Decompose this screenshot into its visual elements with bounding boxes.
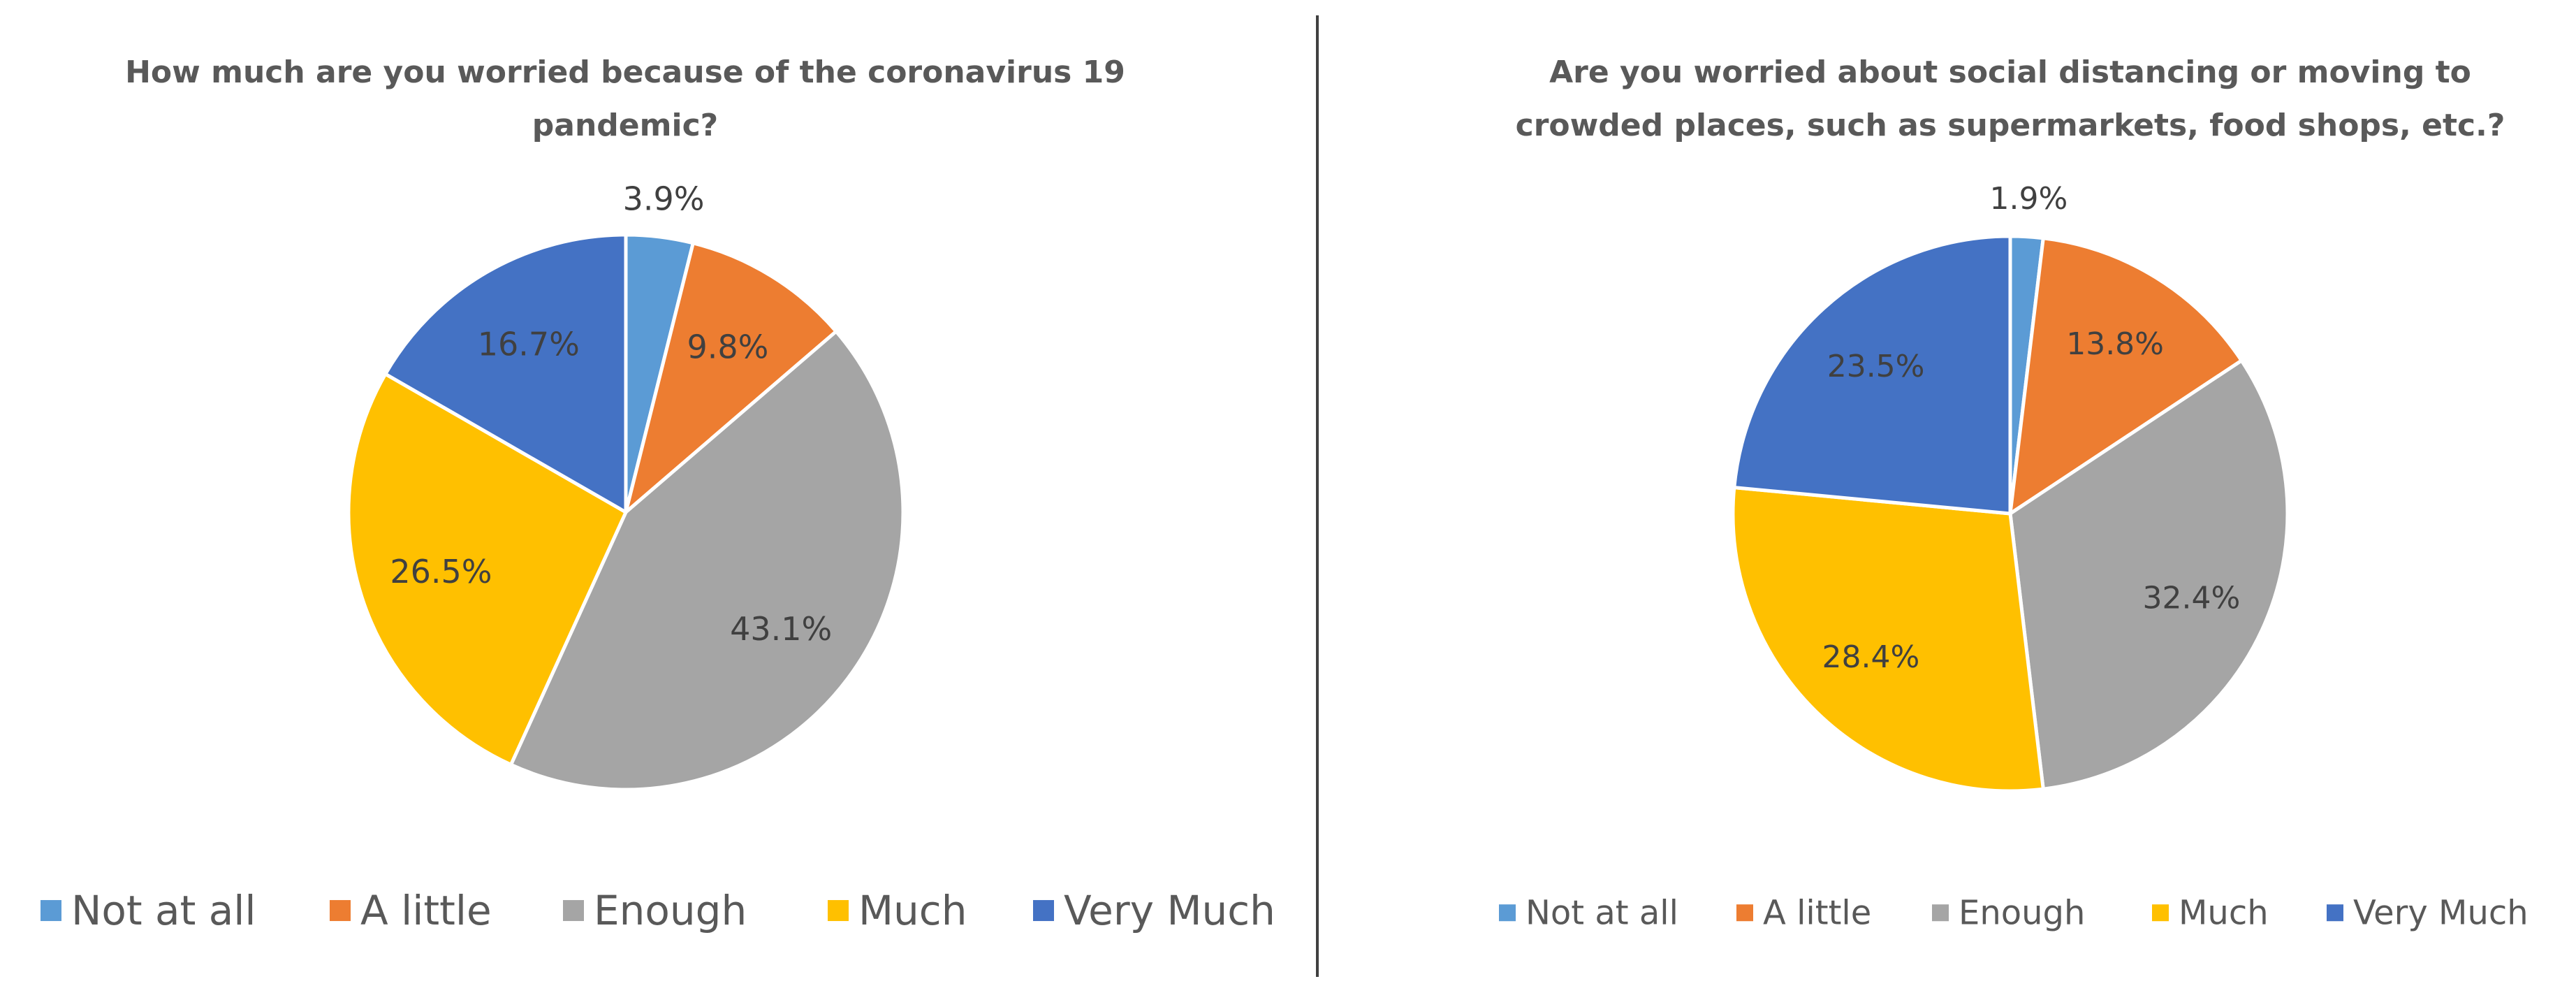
- chart-title-line-2: pandemic?: [532, 108, 718, 143]
- legend-swatch-very-much: [2327, 904, 2343, 922]
- data-label-enough: 43.1%: [730, 610, 832, 648]
- legend-entry-very-much: Very Much: [2353, 894, 2529, 933]
- pie-slice-much: [1731, 486, 2045, 793]
- legend: Not at all A little Enough Much Very Much: [1499, 894, 2529, 933]
- legend-entry-enough: Enough: [594, 887, 747, 934]
- legend-entry-a-little: A little: [1763, 894, 1871, 933]
- legend-entry-much: Much: [858, 887, 967, 934]
- legend-swatch-not-at-all: [41, 900, 61, 922]
- legend-entry-enough: Enough: [1959, 894, 2085, 933]
- pie-slice-enough: [2008, 358, 2290, 791]
- chart-title-line-1: Are you worried about social distancing …: [1549, 55, 2471, 90]
- pie-slices: [346, 233, 905, 792]
- pie-slice-much: [346, 372, 628, 767]
- pie-slice-very-much: [1732, 234, 2012, 516]
- pie-slices: [1731, 234, 2290, 793]
- legend-entry-very-much: Very Much: [1064, 887, 1275, 934]
- data-label-much: 26.5%: [390, 553, 492, 590]
- legend-swatch-much: [2152, 904, 2169, 922]
- data-label-not-at-all: 1.9%: [1990, 181, 2068, 217]
- legend-swatch-enough: [1932, 904, 1949, 922]
- legend-entry-a-little: A little: [360, 887, 492, 934]
- legend-entry-not-at-all: Not at all: [1525, 894, 1678, 933]
- legend-swatch-much: [828, 900, 849, 922]
- data-label-enough: 32.4%: [2143, 581, 2241, 616]
- legend-entry-not-at-all: Not at all: [71, 887, 256, 934]
- data-label-a-little: 13.8%: [2066, 326, 2164, 362]
- data-label-not-at-all: 3.9%: [623, 180, 705, 217]
- legend-swatch-a-little: [1736, 904, 1753, 922]
- legend-swatch-a-little: [330, 900, 351, 922]
- data-label-very-much: 16.7%: [478, 326, 580, 363]
- legend: Not at all A little Enough Much Very Much: [41, 887, 1275, 934]
- pie-data-labels: 3.9% 9.8% 43.1% 26.5% 16.7%: [390, 180, 832, 648]
- legend-swatch-not-at-all: [1499, 904, 1516, 922]
- chart-worry-pandemic: How much are you worried because of the …: [41, 55, 1275, 934]
- chart-title-line-1: How much are you worried because of the …: [125, 55, 1125, 90]
- pie-slice-a-little: [624, 241, 838, 514]
- chart-worry-social-distancing: Are you worried about social distancing …: [1499, 55, 2529, 933]
- pie-slice-very-much: [383, 233, 628, 514]
- pie-slice-enough: [508, 329, 905, 792]
- data-label-very-much: 23.5%: [1827, 349, 1925, 384]
- data-label-much: 28.4%: [1822, 639, 1920, 675]
- legend-entry-much: Much: [2179, 894, 2269, 933]
- data-label-a-little: 9.8%: [687, 328, 768, 366]
- legend-swatch-enough: [563, 900, 584, 922]
- legend-swatch-very-much: [1033, 900, 1054, 922]
- pie-slice-a-little: [2008, 236, 2244, 516]
- chart-title-line-2: crowded places, such as supermarkets, fo…: [1516, 108, 2505, 143]
- pie-data-labels: 1.9% 13.8% 32.4% 28.4% 23.5%: [1822, 181, 2241, 675]
